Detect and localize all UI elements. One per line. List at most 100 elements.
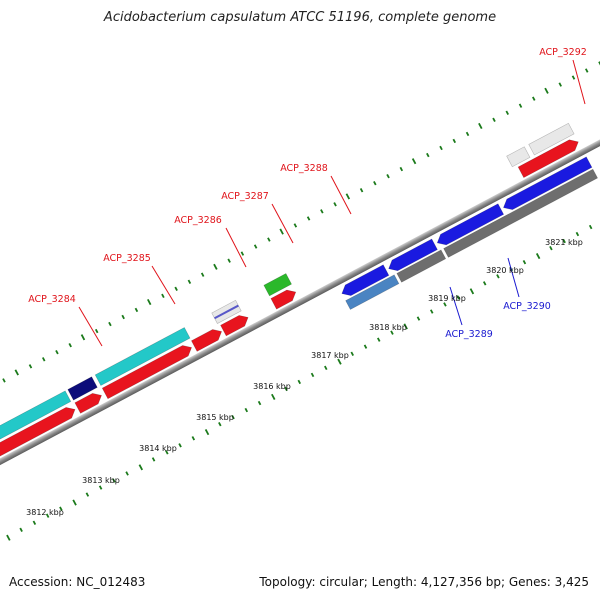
cog-forward-segment[interactable] xyxy=(94,327,191,386)
cog-forward-segment[interactable] xyxy=(0,390,72,454)
minor-tick xyxy=(363,344,368,349)
gene-label[interactable]: ACP_3292 xyxy=(539,47,587,58)
minor-tick xyxy=(134,307,139,313)
minor-tick xyxy=(377,337,381,342)
cog-reverse-segment[interactable] xyxy=(345,274,400,310)
minor-tick xyxy=(359,188,364,193)
gene-label-leader xyxy=(330,175,352,215)
minor-tick xyxy=(28,364,33,369)
minor-tick xyxy=(532,96,536,101)
minor-tick xyxy=(584,68,589,73)
forward-gene-arrow[interactable] xyxy=(220,312,251,337)
minor-tick xyxy=(588,224,593,230)
major-tick xyxy=(213,263,218,270)
minor-tick xyxy=(112,478,116,483)
minor-tick xyxy=(41,357,46,362)
reverse-gene-arrow[interactable] xyxy=(386,238,438,274)
cog-stripe xyxy=(214,304,239,320)
minor-tick xyxy=(231,414,235,420)
major-tick xyxy=(6,534,11,541)
minor-tick xyxy=(45,513,50,518)
forward-gene-arrow[interactable] xyxy=(101,342,194,400)
cog-reverse-segment[interactable] xyxy=(396,249,447,283)
minor-tick xyxy=(85,492,90,497)
forward-gene-arrow[interactable] xyxy=(74,390,104,414)
reverse-gene-arrow[interactable] xyxy=(434,203,505,248)
major-tick xyxy=(138,464,144,471)
minor-tick xyxy=(320,209,324,214)
minor-tick xyxy=(324,365,328,371)
gene-label[interactable]: ACP_3290 xyxy=(503,301,551,312)
forward-gene-arrow[interactable] xyxy=(270,287,299,310)
gene-label[interactable]: ACP_3286 xyxy=(174,215,222,226)
cog-forward-segment[interactable] xyxy=(528,122,575,156)
minor-tick xyxy=(94,328,99,334)
major-tick xyxy=(337,358,342,365)
minor-tick xyxy=(293,223,298,228)
gene-label[interactable]: ACP_3287 xyxy=(221,191,269,202)
forward-gene-arrow[interactable] xyxy=(517,137,581,179)
kbp-label: 3813 kbp xyxy=(82,476,120,485)
major-tick xyxy=(535,252,541,260)
gene-label[interactable]: ACP_3288 xyxy=(280,163,328,174)
minor-tick xyxy=(482,281,487,286)
gene-label-leader xyxy=(572,59,586,105)
minor-tick xyxy=(522,260,527,265)
minor-tick xyxy=(161,293,165,299)
major-tick xyxy=(478,122,483,130)
minor-tick xyxy=(518,103,523,108)
inner-tick-row xyxy=(6,224,593,541)
map-title: Acidobacterium capsulatum ATCC 51196, co… xyxy=(103,10,497,25)
minor-tick xyxy=(218,421,222,427)
major-tick xyxy=(279,228,284,235)
gene-label[interactable]: ACP_3284 xyxy=(28,294,76,305)
gene-label[interactable]: ACP_3289 xyxy=(445,329,493,340)
major-tick xyxy=(147,298,152,306)
cog-forward-segment[interactable] xyxy=(263,273,292,297)
major-tick xyxy=(411,158,417,165)
minor-tick xyxy=(19,527,23,533)
major-tick xyxy=(72,499,77,506)
gene-features xyxy=(0,122,598,467)
reverse-gene-arrow[interactable] xyxy=(501,156,593,213)
gene-label-leader xyxy=(271,203,294,244)
accession-text: Accession: NC_012483 xyxy=(9,575,146,589)
kbp-label: 3817 kbp xyxy=(311,351,349,360)
minor-tick xyxy=(125,471,129,476)
minor-tick xyxy=(121,314,125,320)
minor-tick xyxy=(200,272,205,277)
gene-label[interactable]: ACP_3285 xyxy=(103,253,151,264)
minor-tick xyxy=(165,450,169,455)
cog-forward-segment[interactable] xyxy=(67,376,98,401)
cog-forward-segment[interactable] xyxy=(506,146,531,168)
genome-stats-text: Topology: circular; Length: 4,127,356 bp… xyxy=(259,575,589,589)
minor-tick xyxy=(240,251,245,256)
kbp-label: 3814 kbp xyxy=(139,444,177,453)
minor-tick xyxy=(558,82,562,87)
minor-tick xyxy=(178,443,182,448)
gene-label-leader xyxy=(225,227,247,268)
minor-tick xyxy=(284,386,288,392)
major-tick xyxy=(80,334,86,341)
kbp-label: 3820 kbp xyxy=(486,266,524,275)
minor-tick xyxy=(333,202,337,207)
minor-tick xyxy=(492,117,496,123)
minor-tick xyxy=(310,372,315,378)
kbp-label: 3815 kbp xyxy=(196,413,234,422)
kbp-label: 3816 kbp xyxy=(253,382,291,391)
minor-tick xyxy=(439,145,443,151)
minor-tick xyxy=(443,302,447,307)
major-tick xyxy=(271,393,276,400)
forward-gene-arrow[interactable] xyxy=(0,404,78,467)
kbp-label: 3818 kbp xyxy=(369,323,407,332)
major-tick xyxy=(345,193,351,200)
minor-tick xyxy=(227,258,231,263)
reverse-gene-arrow[interactable] xyxy=(339,264,390,299)
minor-tick xyxy=(98,485,103,490)
minor-tick xyxy=(306,216,311,221)
forward-gene-arrow[interactable] xyxy=(191,326,224,352)
cog-reverse-segment[interactable] xyxy=(443,168,598,258)
minor-tick xyxy=(505,110,510,115)
